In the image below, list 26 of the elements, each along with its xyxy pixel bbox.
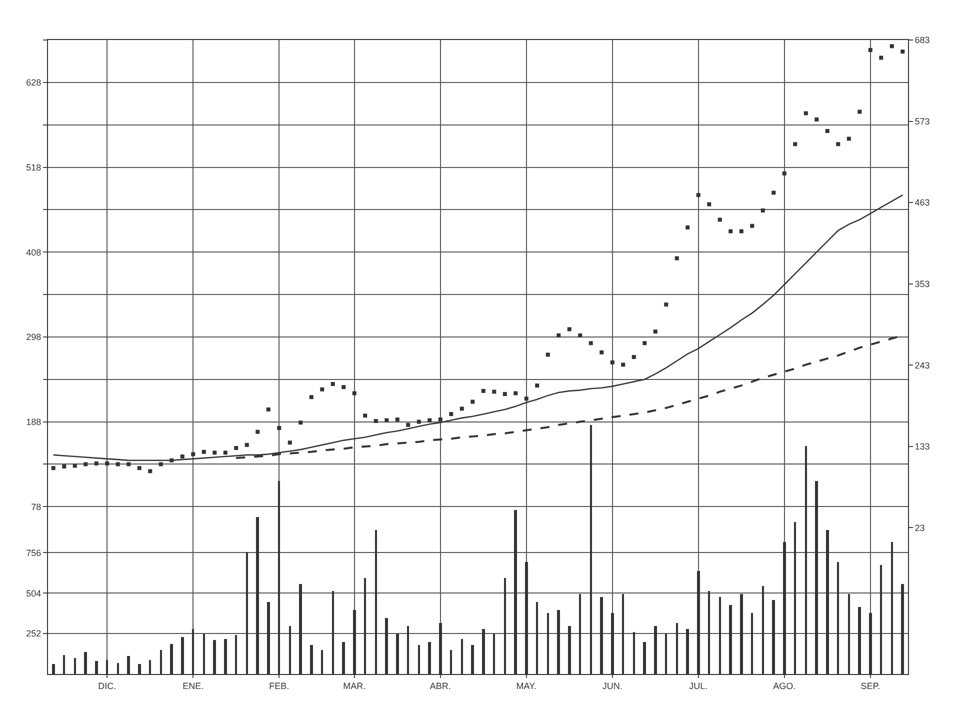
y-tick-label: 78 [31, 502, 42, 512]
y3-tick-label: 243 [914, 360, 930, 370]
x-tick-label: SEP. [860, 680, 880, 691]
y-tick-label: 298 [26, 332, 42, 342]
y3-tick-label: 683 [914, 35, 930, 46]
y3-tick-label: 133 [914, 442, 930, 452]
y2-tick-label: 504 [26, 588, 42, 598]
x-tick-label: MAR. [343, 680, 366, 691]
y-tick-label: 628 [26, 78, 42, 88]
y3-tick-label: 463 [914, 198, 930, 208]
y-tick-label: 518 [26, 162, 42, 172]
x-tick-label: JUN. [602, 680, 622, 691]
y-tick-label: 408 [26, 247, 42, 258]
x-tick-label: JUL. [689, 680, 708, 691]
x-tick-label: ABR. [430, 680, 451, 691]
y3-tick-label: 353 [914, 279, 930, 289]
y3-tick-label: 573 [914, 116, 930, 126]
y3-tick-label: 23 [914, 522, 925, 533]
y2-tick-label: 252 [26, 628, 42, 639]
x-tick-label: DIC. [98, 680, 116, 691]
x-tick-label: AGO. [773, 680, 796, 691]
y2-tick-label: 756 [26, 548, 42, 558]
x-tick-label: FEB. [269, 680, 290, 691]
x-tick-label: ENE. [182, 680, 204, 691]
y-tick-label: 188 [26, 416, 42, 427]
x-tick-label: MAY. [516, 680, 536, 691]
